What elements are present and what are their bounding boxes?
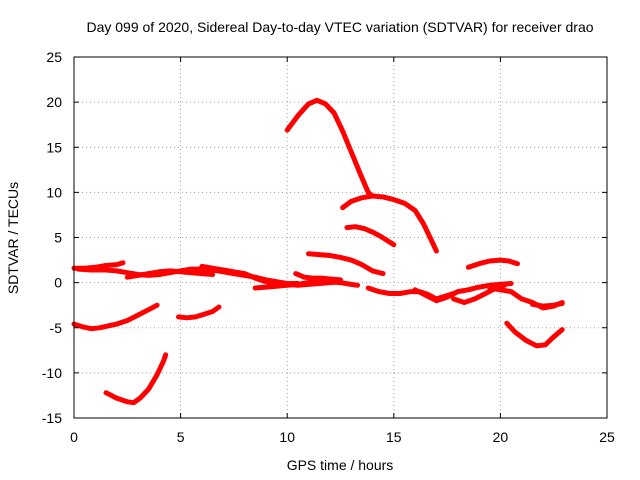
axis-ticks: 0 5 10 15 20 25 -15 -10 -5 0 5 10 15 20 25 (42, 49, 615, 445)
x-axis-label: GPS time / hours (287, 457, 394, 473)
x-tick-label: 25 (599, 429, 615, 445)
series-arc-12 (344, 224, 397, 248)
y-tick-label: 20 (46, 94, 62, 110)
series-arc-05 (252, 278, 361, 291)
series-arc-06 (293, 271, 343, 283)
series-arc-13 (306, 251, 386, 277)
y-axis-label: SDTVAR / TECUs (5, 182, 21, 294)
series-arc-07 (71, 302, 160, 332)
series-arc-17 (465, 257, 520, 270)
series-arc-15 (412, 281, 514, 304)
x-tick-label: 10 (279, 429, 295, 445)
x-tick-label: 20 (493, 429, 509, 445)
grid (74, 57, 607, 418)
series-arc-10 (284, 97, 375, 199)
x-tick-label: 5 (177, 429, 185, 445)
series-arc-19 (504, 320, 565, 349)
series-arc-03 (124, 268, 216, 280)
series-arc-08 (103, 352, 169, 406)
x-tick-label: 0 (70, 429, 78, 445)
y-tick-label: 25 (46, 49, 62, 65)
series-arc-11 (340, 193, 439, 254)
y-tick-label: 5 (54, 230, 62, 246)
y-tick-label: -5 (50, 320, 63, 336)
chart-title: Day 099 of 2020, Sidereal Day-to-day VTE… (86, 19, 593, 35)
y-tick-label: 0 (54, 275, 62, 291)
data-series (71, 97, 565, 406)
series-arc-04 (199, 263, 343, 288)
y-tick-label: -10 (42, 365, 62, 381)
series-arc-09 (176, 304, 222, 321)
series-arc-20 (529, 300, 565, 309)
y-tick-label: -15 (42, 410, 62, 426)
y-tick-label: 10 (46, 184, 62, 200)
x-tick-label: 15 (386, 429, 402, 445)
y-tick-label: 15 (46, 139, 62, 155)
plot-frame (73, 56, 608, 419)
